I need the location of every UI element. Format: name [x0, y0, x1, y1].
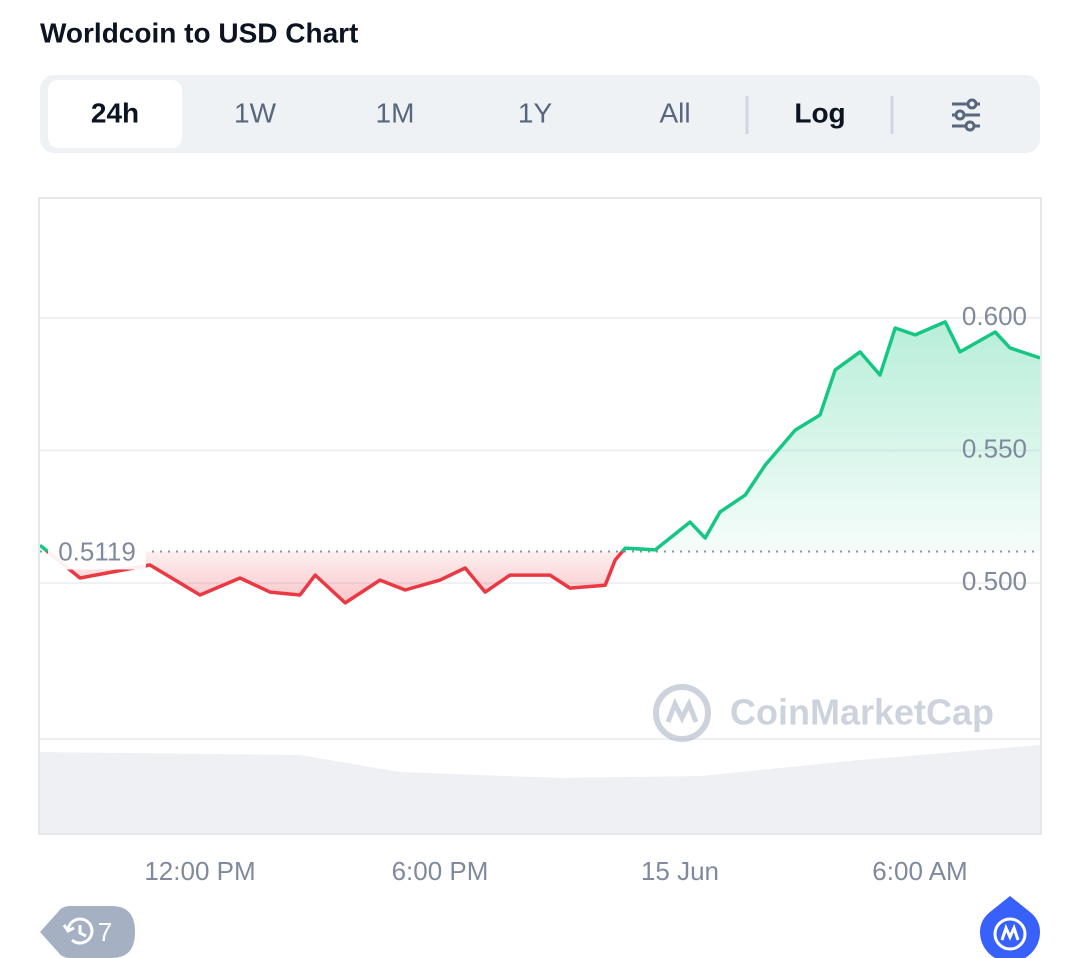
volume-area — [40, 745, 1040, 833]
settings-button[interactable] — [952, 98, 980, 132]
x-tick-label: 6:00 AM — [872, 856, 967, 886]
y-tick-label: 0.550 — [962, 433, 1027, 463]
price-line — [40, 320, 1040, 605]
time-tab[interactable]: 1W — [234, 97, 277, 128]
time-tab[interactable]: All — [659, 97, 690, 128]
time-tab[interactable]: 1Y — [518, 97, 553, 128]
chart-title: Worldcoin to USD Chart — [40, 17, 358, 48]
x-tick-label: 15 Jun — [641, 856, 719, 886]
watermark-text: CoinMarketCap — [730, 692, 994, 733]
time-tab[interactable]: 24h — [91, 97, 139, 128]
time-tab[interactable]: 1M — [376, 97, 415, 128]
history-icon — [62, 917, 94, 945]
x-tick-label: 12:00 PM — [144, 856, 255, 886]
active-tab-bg — [48, 80, 182, 148]
log-button[interactable]: Log — [794, 97, 845, 128]
assistant-icon — [993, 917, 1027, 951]
assistant-icon — [1000, 923, 1020, 941]
price-area — [40, 321, 1040, 603]
watermark: CoinMarketCap — [653, 684, 994, 742]
y-tick-label: 0.600 — [962, 301, 1027, 331]
reference-label: 0.5119 — [58, 536, 136, 566]
history-count: 7 — [98, 917, 112, 947]
y-tick-label: 0.500 — [962, 566, 1027, 596]
reference-label-bg — [48, 531, 146, 570]
toolbar — [40, 75, 1040, 153]
history-badge[interactable] — [40, 906, 135, 958]
x-tick-label: 6:00 PM — [392, 856, 489, 886]
assistant-button[interactable] — [980, 896, 1040, 958]
